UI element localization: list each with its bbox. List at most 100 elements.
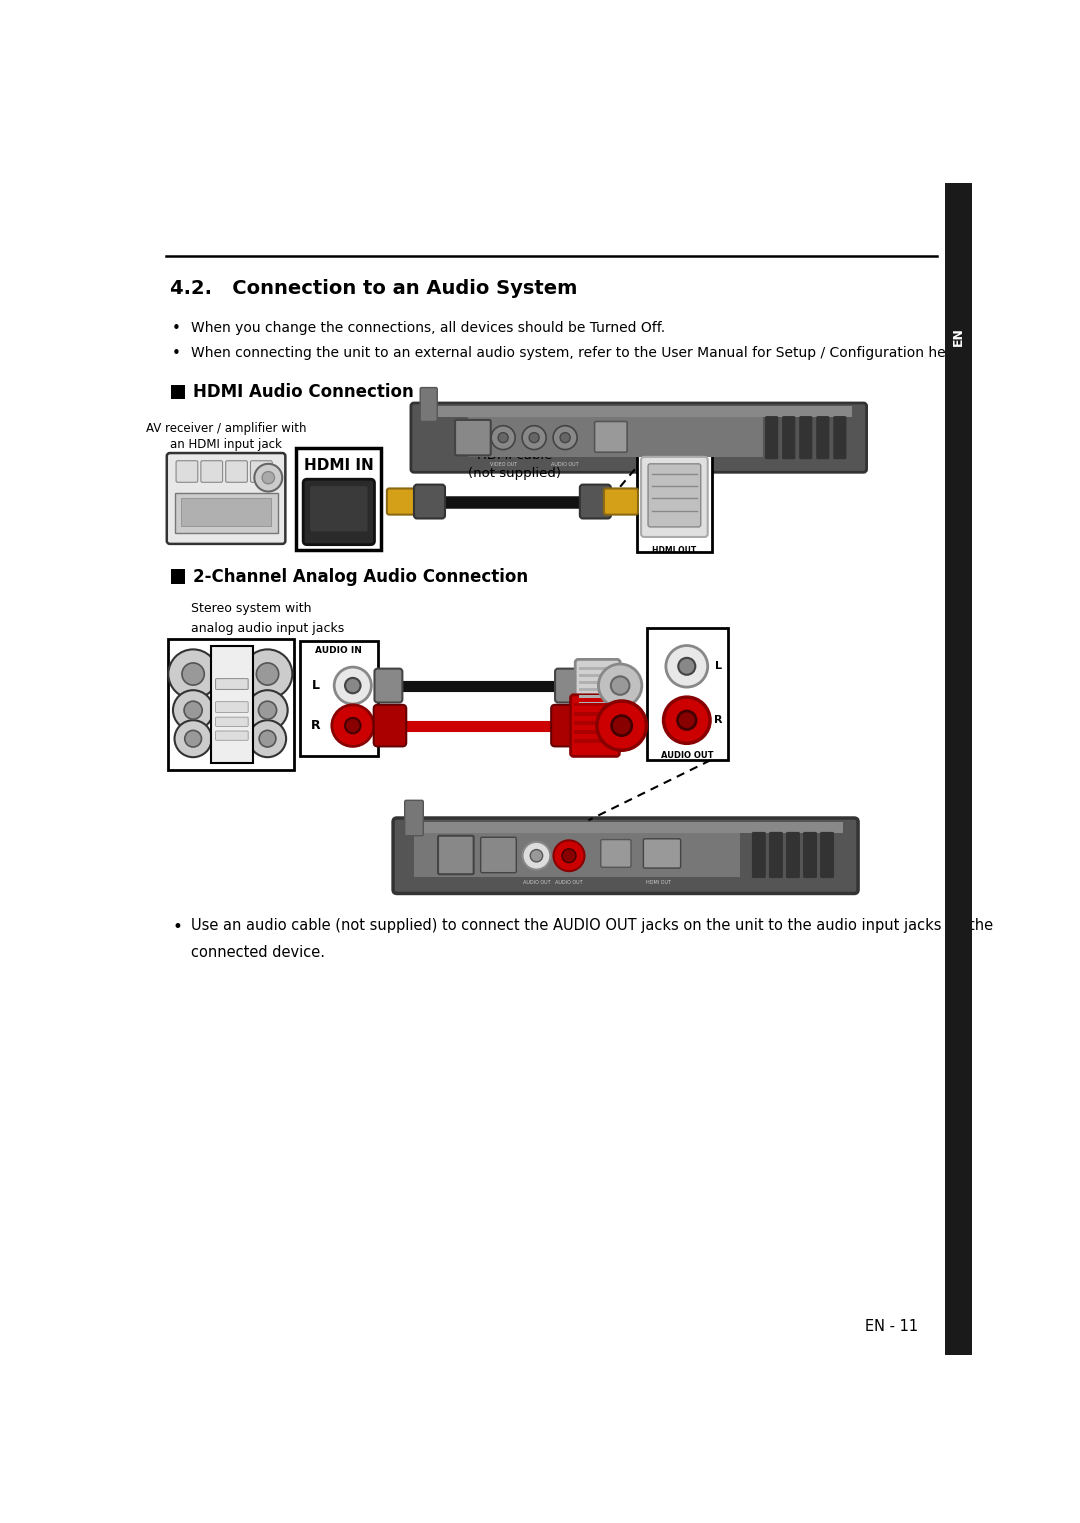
Circle shape — [523, 842, 551, 870]
FancyBboxPatch shape — [642, 457, 707, 538]
Text: HDMI IN: HDMI IN — [303, 458, 374, 472]
FancyBboxPatch shape — [414, 484, 445, 518]
FancyBboxPatch shape — [804, 832, 816, 879]
FancyBboxPatch shape — [216, 702, 248, 713]
FancyBboxPatch shape — [216, 731, 248, 740]
FancyBboxPatch shape — [769, 832, 783, 879]
Text: HDMI Audio Connection: HDMI Audio Connection — [193, 384, 414, 401]
FancyBboxPatch shape — [211, 646, 253, 763]
Text: When connecting the unit to an external audio system, refer to the User Manual f: When connecting the unit to an external … — [191, 346, 962, 359]
Text: L: L — [311, 679, 320, 691]
Bar — [575, 740, 616, 743]
Bar — [579, 694, 617, 698]
Bar — [575, 720, 616, 725]
Text: an HDMI input jack: an HDMI input jack — [171, 439, 282, 451]
Circle shape — [663, 698, 710, 743]
FancyBboxPatch shape — [180, 498, 271, 525]
Text: R: R — [714, 716, 723, 725]
Circle shape — [522, 426, 546, 449]
FancyBboxPatch shape — [410, 404, 866, 472]
Bar — [171, 570, 186, 583]
FancyBboxPatch shape — [600, 839, 631, 867]
Circle shape — [491, 426, 515, 449]
FancyBboxPatch shape — [570, 694, 619, 757]
FancyBboxPatch shape — [251, 461, 272, 483]
FancyBboxPatch shape — [226, 461, 247, 483]
Text: (not supplied): (not supplied) — [469, 468, 562, 480]
FancyBboxPatch shape — [201, 461, 222, 483]
FancyBboxPatch shape — [648, 465, 701, 527]
Text: •: • — [172, 321, 181, 337]
Text: AUDIO OUT: AUDIO OUT — [523, 880, 551, 885]
FancyBboxPatch shape — [637, 451, 712, 553]
FancyBboxPatch shape — [765, 416, 779, 460]
FancyBboxPatch shape — [375, 669, 403, 702]
Text: analog audio input jacks: analog audio input jacks — [191, 621, 345, 635]
Circle shape — [530, 850, 542, 862]
FancyBboxPatch shape — [555, 669, 583, 702]
FancyBboxPatch shape — [752, 832, 766, 879]
FancyBboxPatch shape — [580, 484, 611, 518]
Bar — [579, 675, 617, 678]
FancyBboxPatch shape — [176, 461, 198, 483]
Bar — [469, 417, 762, 457]
FancyBboxPatch shape — [420, 387, 437, 422]
Bar — [575, 702, 616, 707]
Text: HDMI cable: HDMI cable — [477, 448, 553, 461]
Bar — [426, 407, 852, 417]
Circle shape — [173, 690, 213, 730]
Text: AUDIO OUT: AUDIO OUT — [555, 880, 583, 885]
FancyBboxPatch shape — [374, 705, 406, 746]
Text: EN: EN — [951, 327, 964, 346]
Circle shape — [345, 678, 361, 693]
Text: 2-Channel Analog Audio Connection: 2-Channel Analog Audio Connection — [193, 568, 528, 586]
Circle shape — [185, 731, 202, 746]
Text: AV receiver / amplifier with: AV receiver / amplifier with — [146, 422, 307, 434]
FancyBboxPatch shape — [834, 416, 847, 460]
Text: VIDEO OUT: VIDEO OUT — [489, 461, 516, 466]
Circle shape — [247, 690, 287, 730]
FancyBboxPatch shape — [576, 659, 620, 711]
Text: EN - 11: EN - 11 — [865, 1319, 918, 1334]
Circle shape — [561, 433, 570, 443]
FancyBboxPatch shape — [166, 452, 285, 544]
Circle shape — [611, 716, 632, 736]
Circle shape — [598, 664, 642, 707]
Circle shape — [181, 663, 204, 685]
Circle shape — [248, 720, 286, 757]
Text: 4.2.   Connection to an Audio System: 4.2. Connection to an Audio System — [170, 279, 577, 299]
Text: •: • — [172, 346, 181, 361]
Bar — [579, 681, 617, 684]
Circle shape — [243, 649, 293, 699]
Bar — [408, 822, 842, 833]
Circle shape — [256, 663, 279, 685]
FancyBboxPatch shape — [405, 800, 423, 836]
Circle shape — [562, 848, 576, 862]
Bar — [579, 667, 617, 670]
Bar — [171, 384, 186, 399]
Circle shape — [677, 711, 697, 730]
Text: connected device.: connected device. — [191, 946, 325, 959]
Bar — [575, 730, 616, 734]
FancyBboxPatch shape — [168, 640, 294, 769]
Text: AUDIO IN: AUDIO IN — [315, 646, 362, 655]
FancyBboxPatch shape — [438, 836, 474, 874]
Circle shape — [258, 701, 276, 719]
FancyBboxPatch shape — [782, 416, 795, 460]
FancyBboxPatch shape — [216, 679, 248, 690]
FancyBboxPatch shape — [481, 838, 516, 873]
FancyBboxPatch shape — [303, 480, 375, 545]
Bar — [414, 833, 740, 877]
Circle shape — [597, 701, 647, 751]
Circle shape — [255, 465, 282, 492]
Circle shape — [678, 658, 696, 675]
FancyBboxPatch shape — [647, 627, 728, 760]
FancyBboxPatch shape — [387, 489, 421, 515]
FancyBboxPatch shape — [604, 489, 638, 515]
Text: Stereo system with: Stereo system with — [191, 603, 311, 615]
Circle shape — [498, 433, 509, 443]
Text: HDMI OUT: HDMI OUT — [647, 880, 672, 885]
Bar — [575, 711, 616, 716]
Circle shape — [666, 646, 707, 687]
Bar — [945, 183, 972, 1355]
